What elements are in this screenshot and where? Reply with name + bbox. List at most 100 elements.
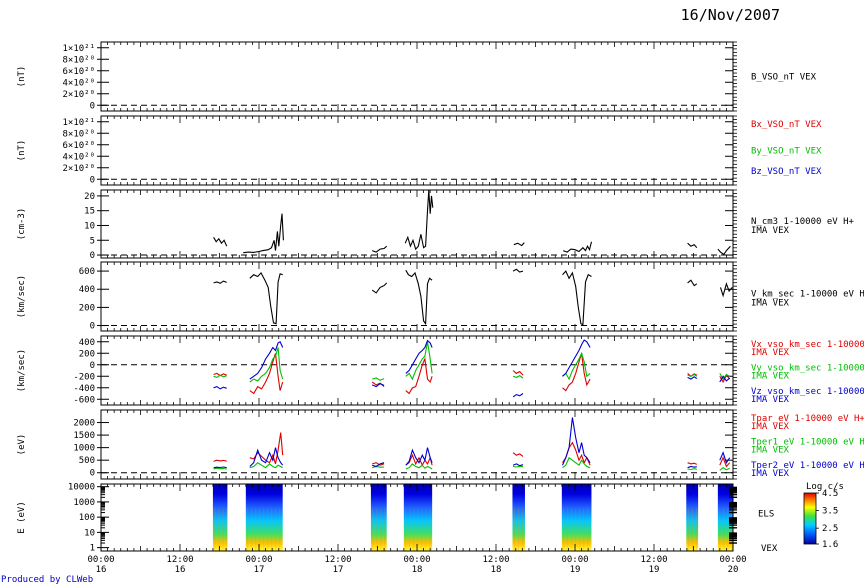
series-blue-segment	[719, 375, 731, 383]
x-tick-time: 12:00	[166, 555, 193, 565]
spec-y-tick-label: 10000	[68, 483, 95, 493]
y-tick-label: -600	[73, 395, 95, 405]
y-tick-label: 200	[79, 349, 95, 359]
panel-density: 0 5 10 15 20 (cm-3) N_cm3 1-10000 eV H+IMA VEX	[17, 189, 855, 261]
series-blue-segment	[562, 339, 591, 377]
series-black-segment	[243, 213, 284, 254]
y-tick-label: 1500	[73, 431, 95, 441]
series-blue-segment	[561, 417, 591, 466]
x-tick-time: 12:00	[640, 555, 667, 565]
x-tick-day: 16	[96, 565, 107, 575]
series-green-segment	[213, 467, 227, 470]
panel-right-label: Tper1_eV 1-10000 eV H+	[751, 438, 864, 448]
series-blue-segment	[687, 465, 697, 469]
panel-right-label: By_VSO_nT VEX	[751, 147, 822, 157]
spec-block	[561, 484, 592, 551]
y-tick-label: 2000	[73, 419, 95, 429]
y-tick-label: 0	[90, 469, 95, 479]
y-tick-label: 0	[90, 175, 95, 185]
panel-right-label: V_km_sec 1-10000 eV H+	[751, 290, 864, 300]
y-tick-label: 0	[90, 361, 95, 371]
series-blue-segment	[512, 393, 524, 398]
spec-y-tick-label: 100	[79, 513, 95, 523]
panel-frame	[100, 409, 734, 480]
series-green-segment	[249, 347, 284, 383]
panel-right-label: IMA VEX	[751, 226, 790, 236]
x-tick-day: 16	[175, 565, 186, 575]
series-red-segment	[512, 452, 524, 457]
series-red-segment	[372, 462, 385, 466]
series-blue-segment	[405, 339, 433, 374]
panel-frame	[100, 115, 734, 186]
y-tick-label: 2×10²⁰	[62, 164, 95, 174]
series-red-segment	[512, 370, 524, 376]
y-tick-label: 8×10²⁰	[62, 129, 95, 139]
colorbar-ramp	[803, 492, 817, 545]
colorbar-tick-label: 1.6	[822, 540, 838, 550]
time-axis: 00:001612:001600:001712:001700:001812:00…	[87, 555, 746, 575]
colorbar-tick-label: 3.5	[822, 507, 838, 517]
produced-by-credit: Produced by CLWeb	[1, 575, 93, 584]
series-green-segment	[213, 374, 227, 379]
x-tick-time: 12:00	[324, 555, 351, 565]
plot-date: 16/Nov/2007	[681, 6, 780, 24]
x-tick-time: 00:00	[719, 555, 746, 565]
y-tick-label: -400	[73, 384, 95, 394]
series-blue-segment	[405, 447, 433, 466]
series-black-segment	[717, 245, 731, 256]
series-red-segment	[562, 353, 591, 392]
series-green-segment	[249, 462, 283, 469]
spec-y-tick-label: 1	[90, 544, 95, 554]
x-tick-time: 00:00	[403, 555, 430, 565]
x-tick-day: 19	[649, 565, 660, 575]
y-tick-label: 2×10²⁰	[62, 90, 95, 100]
panel-right-label: IMA VEX	[751, 446, 790, 456]
panel-ylabel: (nT)	[17, 66, 27, 88]
y-tick-label: -200	[73, 372, 95, 382]
y-tick-label: 15	[84, 207, 95, 217]
panel-right-label: IMA VEX	[751, 299, 790, 309]
y-tick-label: 5	[90, 236, 95, 246]
panel-right-label: Tpar_eV 1-10000 eV H+	[751, 414, 864, 424]
panel-right-label: Vx_vso_km_sec 1-10000	[751, 340, 864, 350]
panel-right-label: N_cm3 1-10000 eV H+	[751, 217, 855, 227]
x-tick-time: 12:00	[482, 555, 509, 565]
series-black-segment	[687, 279, 698, 287]
series-black-segment	[405, 269, 433, 326]
panel-right-label: Vy_vso_km_sec 1-10000	[751, 364, 864, 374]
x-tick-day: 18	[491, 565, 502, 575]
series-green-segment	[512, 375, 524, 379]
spec-block	[512, 484, 525, 551]
series-green-segment	[562, 456, 591, 469]
spec-block	[403, 484, 433, 551]
series-black-segment	[513, 242, 525, 247]
series-green-segment	[719, 373, 730, 381]
spec-block	[212, 484, 228, 551]
spec-block	[686, 484, 699, 551]
series-blue-segment	[512, 463, 524, 467]
series-red-segment	[719, 456, 731, 468]
y-tick-label: 20	[84, 192, 95, 202]
spectrogram-group: 10000 1000 100 10 1 E (eV) ELS VEX	[17, 483, 778, 554]
series-black-segment	[372, 245, 388, 253]
colorbar-tick-label: 4.5	[822, 489, 838, 499]
panel-ylabel: (cm-3)	[17, 208, 27, 241]
panel-velocity: 0 200 400 600 (km/sec) V_km_sec 1-10000 eV H+…	[17, 261, 864, 332]
series-blue-segment	[687, 376, 698, 380]
series-red-segment	[249, 353, 284, 395]
series-black-segment	[563, 241, 593, 253]
x-tick-time: 00:00	[245, 555, 272, 565]
x-tick-day: 17	[333, 565, 344, 575]
y-tick-label: 6×10²⁰	[62, 67, 95, 77]
y-tick-label: 1×10²¹	[62, 118, 95, 128]
y-tick-label: 8×10²⁰	[62, 55, 95, 65]
series-green-segment	[405, 463, 433, 470]
spec-y-tick-label: 1000	[73, 498, 95, 508]
y-tick-label: 400	[79, 338, 95, 348]
panel-frame	[100, 261, 734, 332]
series-blue-segment	[213, 466, 227, 469]
